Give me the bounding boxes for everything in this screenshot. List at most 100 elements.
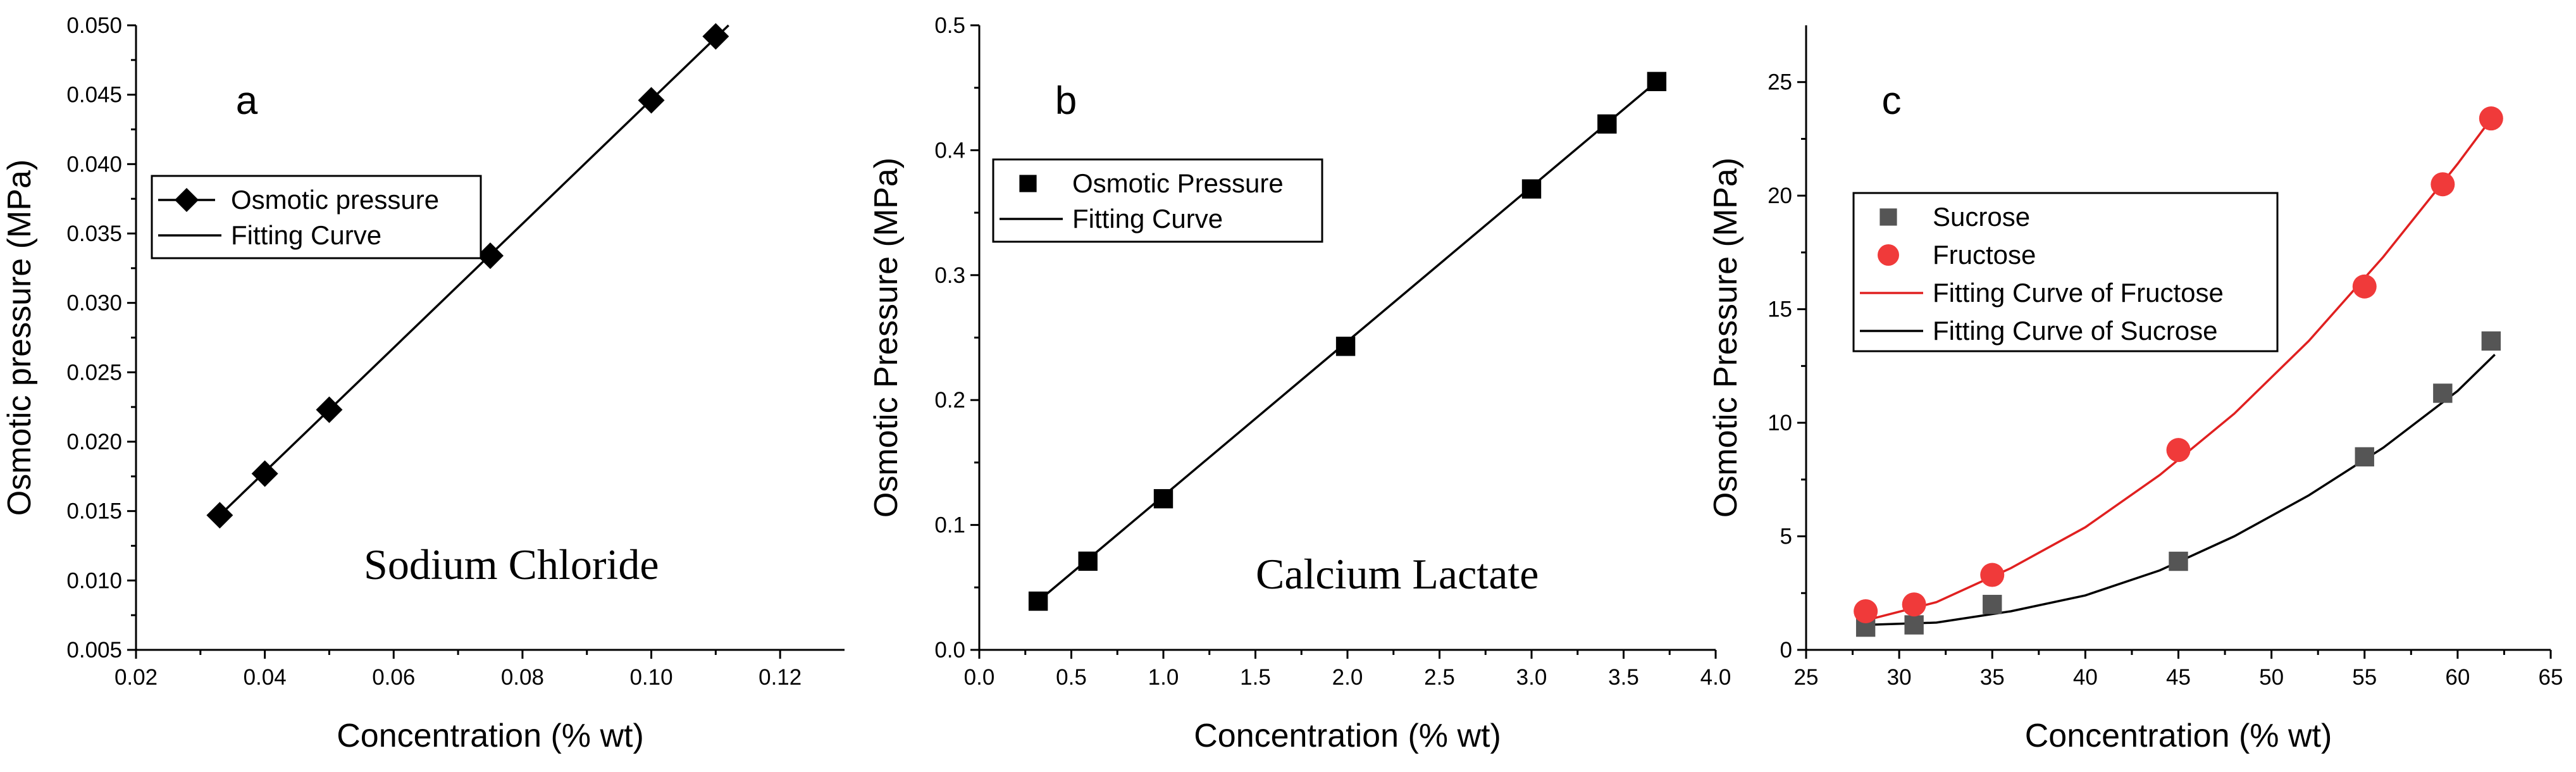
data-point: [2481, 331, 2501, 351]
legend-label: Osmotic pressure: [231, 185, 439, 215]
data-point: [1902, 592, 1926, 617]
legend-box: [151, 175, 482, 259]
x-tick-label: 3.0: [1516, 665, 1547, 690]
data-point: [2430, 172, 2455, 197]
x-tick-label: 0.5: [1056, 665, 1087, 690]
y-tick-label: 0.040: [66, 152, 122, 177]
x-tick-label: 50: [2259, 665, 2284, 690]
y-tick-label: 10: [1768, 411, 1792, 435]
legend-label: Fitting Curve: [1072, 204, 1223, 233]
x-tick-label: 1.5: [1240, 665, 1271, 690]
x-tick-label: 55: [2352, 665, 2377, 690]
y-tick-label: 0.020: [66, 430, 122, 454]
x-tick-label: 0.06: [372, 665, 415, 690]
data-point: [477, 242, 504, 270]
data-point: [2433, 383, 2453, 403]
x-tick-label: 0.0: [964, 665, 995, 690]
panel-letter: b: [1055, 79, 1077, 123]
legend: Sucrose Fructose Fitting Curve of Fructose…: [1852, 192, 2279, 352]
data-point: [1521, 179, 1542, 199]
y-tick-label: 0.4: [934, 138, 965, 163]
panel-b: 0.0 0.5 1.0 1.5 2.0 2.5 3.0 3.5 4.0 0.0 0.1 0.2 0.3 0…: [868, 13, 1731, 754]
x-tick-label: 45: [2166, 665, 2191, 690]
x-tick-label: 3.5: [1608, 665, 1639, 690]
legend-marker-icon: [1879, 208, 1897, 226]
legend-box: [992, 158, 1323, 243]
x-tick-label: 4.0: [1700, 665, 1731, 690]
data-point: [1597, 114, 1617, 134]
y-tick-label: 0.2: [934, 388, 965, 413]
series-line-2: [1865, 113, 2496, 621]
x-tick-label: 0.04: [244, 665, 287, 690]
legend-box: [1852, 192, 2279, 352]
data-point: [1983, 595, 2002, 614]
panel-annotation: Sodium Chloride: [364, 540, 659, 588]
data-point: [1335, 337, 1356, 356]
y-tick-label: 5: [1780, 525, 1792, 549]
legend-label: Osmotic Pressure: [1072, 168, 1284, 198]
x-tick-label: 0.02: [115, 665, 158, 690]
data-point: [1904, 615, 1924, 635]
y-tick-label: 20: [1768, 184, 1792, 208]
data-point: [1078, 551, 1098, 571]
y-tick-label: 0.1: [934, 513, 965, 538]
y-tick-label: 0.0: [934, 638, 965, 663]
legend-label: Fructose: [1933, 240, 2036, 270]
x-tick-label: 0.08: [501, 665, 544, 690]
y-tick-label: 0.030: [66, 291, 122, 316]
x-tick-label: 60: [2445, 665, 2470, 690]
panel-annotation: Calcium Lactate: [1256, 550, 1539, 598]
data-point: [702, 23, 729, 50]
data-point: [2352, 274, 2377, 299]
data-point: [638, 87, 665, 114]
y-tick-label: 0.3: [934, 263, 965, 288]
legend: Osmotic Pressure Fitting Curve: [992, 158, 1323, 243]
data-point: [1854, 599, 1878, 623]
x-tick-label: 30: [1887, 665, 1912, 690]
x-axis-title: Concentration (% wt): [337, 718, 644, 754]
x-axis-title: Concentration (% wt): [2025, 718, 2332, 754]
panel-letter: c: [1882, 79, 1902, 123]
legend-marker-icon: [1878, 244, 1899, 266]
x-tick-label: 1.0: [1148, 665, 1179, 690]
series-line-1: [219, 24, 729, 516]
legend-label: Sucrose: [1933, 202, 2030, 232]
data-point: [251, 460, 278, 487]
y-tick-label: 0.005: [66, 638, 122, 663]
y-axis-title: Osmotic pressure (MPa): [1, 159, 38, 516]
y-axis-title: Osmotic Pressure (MPa): [1707, 158, 1744, 518]
x-tick-label: 0.12: [759, 665, 802, 690]
y-tick-label: 0.035: [66, 221, 122, 246]
legend-marker-icon: [1019, 175, 1037, 192]
x-tick-label: 0.10: [629, 665, 672, 690]
x-tick-label: 35: [1980, 665, 2005, 690]
data-point: [1980, 563, 2005, 587]
data-point: [1647, 72, 1667, 92]
y-tick-label: 0.015: [66, 499, 122, 524]
y-tick-label: 0.5: [934, 13, 965, 38]
data-point: [316, 396, 343, 423]
y-axis-title: Osmotic Pressure (MPa): [868, 158, 905, 518]
legend-label: Fitting Curve of Fructose: [1933, 278, 2224, 308]
x-axis-title: Concentration (% wt): [1194, 718, 1501, 754]
series-line-3: [1866, 354, 2496, 626]
panel-a: 0.02 0.04 0.06 0.08 0.10 0.12 0.005 0.010 0.015 0…: [1, 13, 845, 754]
legend-label: Fitting Curve: [231, 220, 381, 250]
data-point: [1028, 591, 1048, 611]
y-tick-label: 0.010: [66, 568, 122, 593]
data-point: [1153, 489, 1173, 509]
data-point: [206, 502, 233, 529]
y-tick-label: 0.045: [66, 83, 122, 108]
data-point: [2355, 447, 2374, 467]
x-tick-label: 65: [2539, 665, 2563, 690]
panel-c: 25 30 35 40 45 50 55 60 65 0 5 10 15 20 25 Concentratio…: [1707, 25, 2563, 754]
x-tick-label: 25: [1794, 665, 1819, 690]
legend: Osmotic pressure Fitting Curve: [151, 175, 482, 259]
y-tick-label: 15: [1768, 297, 1792, 322]
data-point: [2169, 551, 2188, 571]
data-point: [2166, 438, 2191, 463]
y-tick-label: 0: [1780, 638, 1792, 663]
x-tick-label: 2.0: [1332, 665, 1363, 690]
legend-label: Fitting Curve of Sucrose: [1933, 316, 2218, 346]
